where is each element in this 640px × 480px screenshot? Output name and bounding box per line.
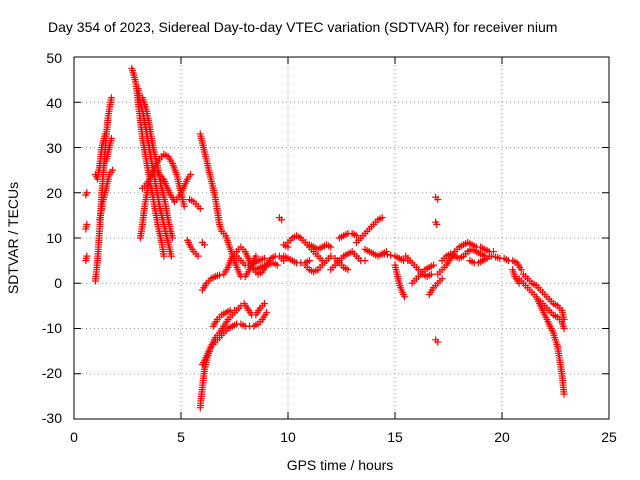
data-point-marker: [352, 232, 360, 240]
x-tick-label: 10: [280, 429, 296, 445]
plot-frame: [73, 56, 610, 420]
y-tick-labels: -30 -20 -10 0 10 20 30 40 50: [42, 50, 62, 426]
grid-lines: [74, 57, 609, 419]
data-point-marker: [560, 390, 568, 398]
data-point-marker: [427, 270, 435, 278]
data-point-marker: [487, 252, 495, 260]
data-point-marker: [517, 266, 525, 274]
data-point-marker: [109, 166, 117, 174]
data-point-marker: [273, 261, 281, 269]
data-point-marker: [401, 293, 409, 301]
data-point-marker: [168, 234, 176, 242]
data-point-marker: [327, 243, 335, 251]
data-point-marker: [201, 241, 209, 249]
data-point-marker: [101, 130, 109, 138]
data-point-marker: [231, 306, 238, 314]
data-point-marker: [194, 252, 202, 260]
data-point-marker: [83, 252, 91, 260]
y-tick-label: 40: [46, 95, 62, 111]
data-point-marker: [361, 257, 369, 265]
data-point-marker: [252, 252, 260, 260]
data-point-marker: [438, 275, 446, 283]
data-point-marker: [107, 134, 115, 142]
y-tick-label: -10: [42, 320, 62, 336]
chart-title: Day 354 of 2023, Sidereal Day-to-day VTE…: [48, 19, 557, 35]
data-point-marker: [107, 94, 115, 102]
y-tick-label: 30: [46, 140, 62, 156]
data-point-marker: [260, 300, 268, 308]
x-tick-label: 0: [70, 429, 78, 445]
data-point-marker: [284, 243, 292, 251]
data-point-marker: [83, 220, 91, 228]
data-point-marker: [434, 196, 442, 204]
data-point-marker: [384, 251, 392, 259]
data-point-marker: [263, 309, 271, 317]
y-tick-label: 10: [46, 230, 62, 246]
y-tick-label: -20: [42, 365, 62, 381]
data-point-marker: [430, 261, 438, 269]
data-point-marker: [387, 251, 395, 259]
x-tick-label: 15: [387, 429, 403, 445]
data-point-marker: [160, 252, 168, 260]
data-point-marker: [196, 205, 204, 213]
data-point-marker: [216, 271, 224, 279]
x-tick-label: 20: [494, 429, 510, 445]
data-point-marker: [327, 252, 335, 260]
data-point-marker: [305, 257, 313, 265]
y-axis-label: SDTVAR / TECUs: [5, 182, 21, 294]
y-tick-label: 50: [46, 50, 62, 66]
data-point-marker: [167, 252, 175, 260]
x-tick-label: 5: [177, 429, 185, 445]
data-point-marker: [260, 254, 268, 262]
data-point-marker: [483, 254, 491, 262]
data-point-marker: [434, 338, 442, 346]
x-tick-labels: 0 5 10 15 20 25: [70, 429, 617, 445]
data-point-marker: [278, 216, 286, 224]
data-point-marker: [433, 220, 441, 228]
data-point-marker: [560, 325, 568, 332]
x-tick-label: 25: [601, 429, 617, 445]
y-tick-label: 0: [54, 275, 62, 291]
data-points: [82, 64, 568, 412]
data-point-marker: [489, 248, 497, 256]
x-axis-label: GPS time / hours: [287, 457, 394, 473]
data-point-marker: [378, 214, 386, 222]
y-tick-label: 20: [46, 185, 62, 201]
data-point-marker: [380, 250, 388, 258]
y-tick-label: -30: [42, 410, 62, 426]
data-point-marker: [344, 266, 352, 274]
data-point-marker: [187, 171, 195, 179]
data-point-marker: [180, 202, 188, 210]
data-point-marker: [83, 189, 91, 197]
